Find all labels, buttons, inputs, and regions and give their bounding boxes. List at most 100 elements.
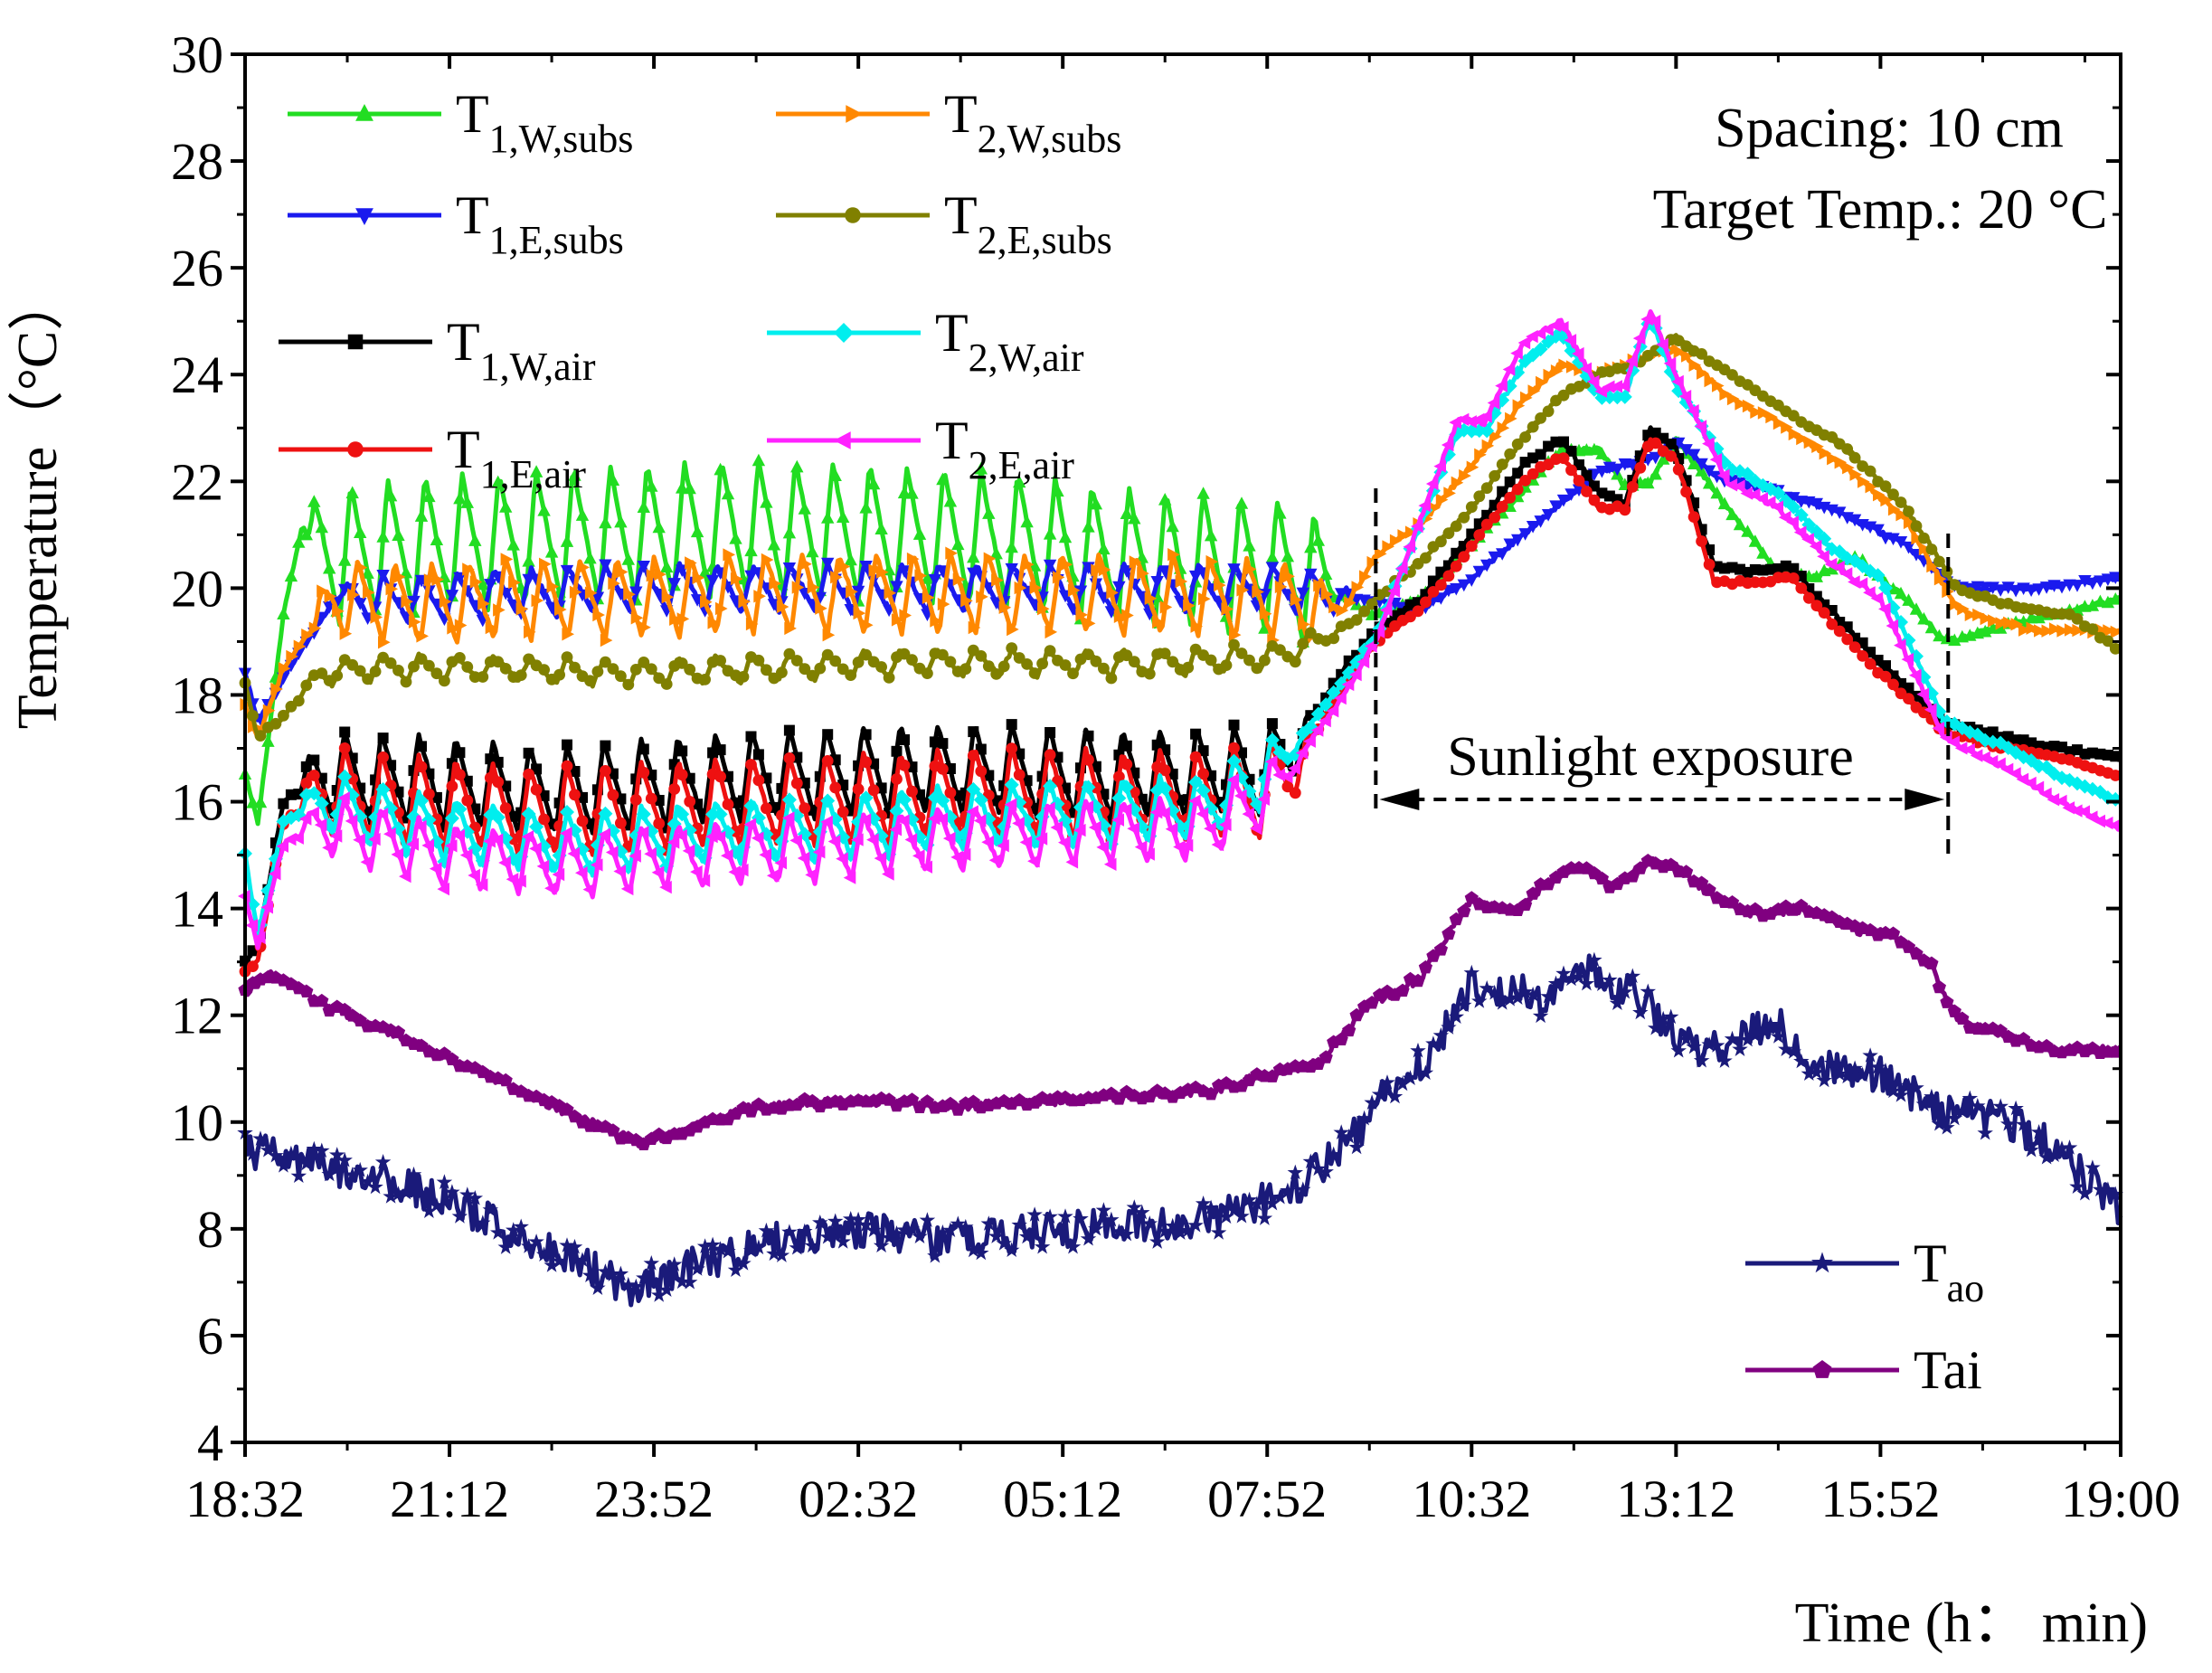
data-point (1189, 751, 1202, 763)
data-point (1595, 465, 1609, 478)
data-point (2032, 583, 2046, 596)
data-point (1505, 411, 1517, 426)
data-point (1265, 550, 1280, 563)
data-point (544, 545, 559, 558)
data-point (1496, 458, 1508, 470)
data-point (1702, 465, 1716, 478)
data-point (1264, 733, 1280, 748)
data-point (1487, 396, 1500, 410)
data-point (1979, 624, 1992, 638)
data-point (1042, 1208, 1058, 1224)
data-point (1497, 421, 1510, 435)
data-point (1864, 657, 1876, 670)
legend-label-sub: 2,E,air (969, 443, 1075, 487)
data-point (612, 1265, 629, 1281)
data-point (822, 629, 836, 642)
data-point (1167, 656, 1179, 668)
data-point (2071, 613, 2084, 625)
legend-label-sub: 1,W,air (480, 345, 596, 389)
info-target-temp: Target Temp.: 20 °C (1653, 179, 2108, 241)
data-point (697, 874, 711, 887)
data-point (1328, 677, 1339, 689)
data-point (713, 830, 726, 845)
data-point (937, 648, 949, 661)
data-point (1458, 511, 1470, 524)
legend-label-sub: 2,E,subs (978, 218, 1112, 262)
data-point (752, 749, 764, 761)
data-point (1158, 764, 1171, 777)
data-point (736, 864, 749, 877)
data-point (307, 770, 320, 781)
data-point (1188, 570, 1203, 583)
data-point (1457, 903, 1471, 918)
data-point (492, 656, 505, 668)
data-point (936, 472, 950, 486)
data-point (376, 530, 390, 543)
data-point (860, 729, 872, 741)
data-point (737, 671, 750, 683)
data-point (1587, 442, 1602, 456)
data-point (781, 1224, 798, 1240)
data-point (354, 561, 368, 574)
data-point (766, 1245, 782, 1262)
data-point (1045, 727, 1056, 738)
data-point (1326, 704, 1339, 718)
data-point (1134, 1204, 1150, 1220)
data-point (728, 865, 742, 879)
data-point (423, 573, 437, 587)
data-point (591, 591, 605, 605)
legend-entry: T1,E,air (279, 420, 586, 496)
data-point (600, 656, 611, 668)
data-point (1280, 770, 1293, 784)
data-point (453, 491, 467, 505)
data-point (651, 865, 665, 879)
data-point (286, 649, 298, 664)
data-point (1586, 951, 1602, 968)
data-point (852, 783, 865, 795)
data-point (1172, 1224, 1188, 1240)
data-point (599, 559, 612, 572)
data-point (575, 508, 590, 521)
data-point (1565, 445, 1577, 457)
data-point (1716, 1053, 1733, 1068)
data-point (973, 814, 987, 827)
data-point (1328, 632, 1340, 645)
data-point (1527, 384, 1541, 398)
data-point (1656, 337, 1668, 352)
legend-label: T2,E,subs (944, 185, 1112, 262)
data-point (1113, 610, 1127, 623)
data-point (1778, 1041, 1794, 1056)
data-point (422, 489, 436, 503)
data-point (980, 1215, 997, 1231)
data-point (605, 1266, 621, 1281)
data-point (666, 1256, 683, 1271)
data-point (1234, 496, 1249, 509)
data-point (1082, 617, 1096, 630)
data-point (935, 793, 950, 808)
data-point (836, 852, 848, 865)
data-point (1150, 576, 1164, 589)
data-point (2032, 610, 2046, 624)
data-point (873, 1237, 890, 1253)
data-point (2092, 1181, 2109, 1197)
data-point (1632, 331, 1646, 345)
data-point (560, 805, 574, 819)
data-point (966, 781, 981, 797)
data-point (277, 607, 290, 619)
data-point (307, 806, 319, 820)
data-point (676, 745, 688, 757)
sunlight-exposure-label: Sunlight exposure (1447, 726, 1853, 788)
data-point (1065, 855, 1079, 869)
data-point (884, 586, 897, 600)
data-point (1550, 364, 1564, 378)
data-point (1785, 1044, 1802, 1059)
data-point (2024, 776, 2037, 790)
data-point (1043, 779, 1058, 794)
data-point (807, 581, 820, 594)
data-point (315, 993, 329, 1007)
data-point (538, 813, 550, 826)
data-point (1665, 439, 1677, 449)
data-point (1504, 448, 1517, 460)
data-point (1793, 1053, 1810, 1069)
data-point (1665, 450, 1678, 462)
